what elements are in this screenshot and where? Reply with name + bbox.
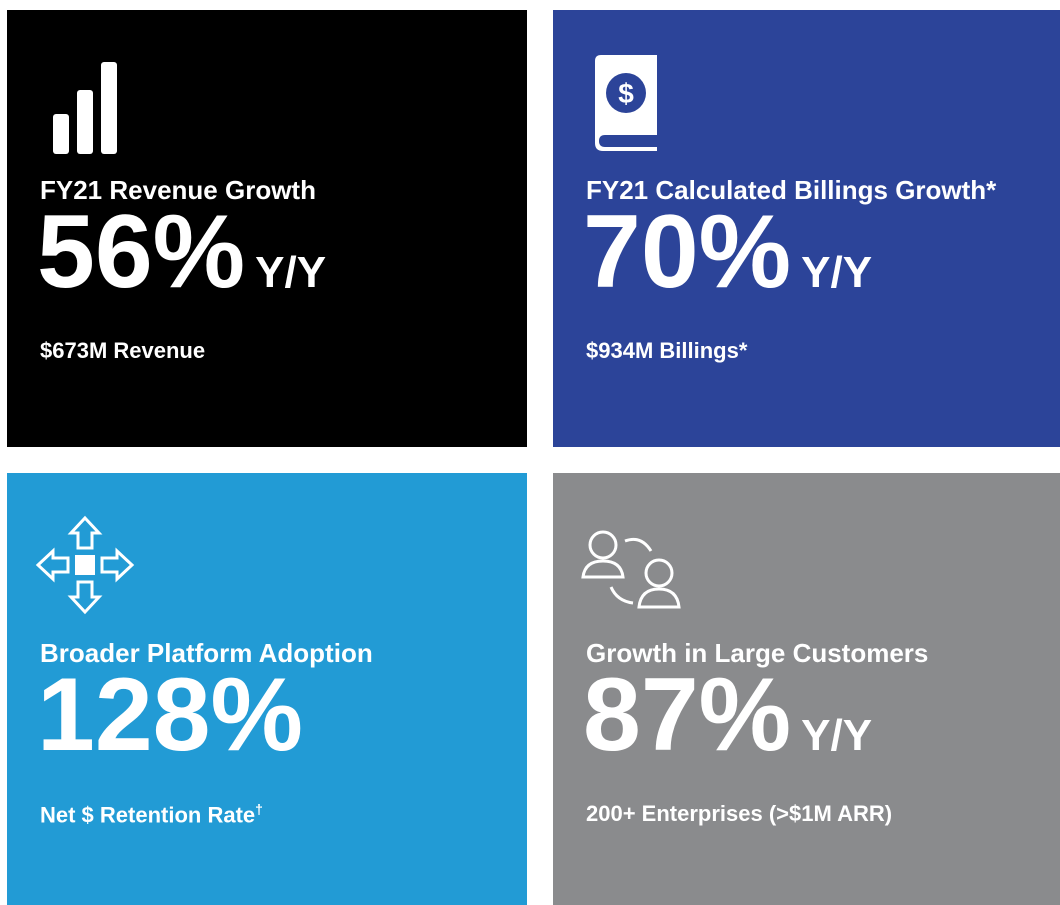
tile-subtitle: $934M Billings*: [586, 338, 748, 363]
metric: 70% Y/Y: [583, 200, 872, 304]
metric-value: 128%: [37, 657, 303, 773]
arrows-icon: [35, 515, 135, 615]
metric-suffix: Y/Y: [801, 711, 873, 760]
metric: 128%: [37, 663, 303, 767]
subtitle-text: Net $ Retention Rate: [40, 802, 256, 828]
svg-text:$: $: [618, 78, 634, 109]
tile-title: Growth in Large Customers: [586, 638, 929, 668]
tile-subtitle: $673M Revenue: [40, 338, 206, 363]
metric: 87% Y/Y: [583, 663, 872, 767]
tile-title: FY21 Calculated Billings Growth*: [586, 175, 997, 205]
customers-icon: [581, 530, 681, 609]
metric: 56% Y/Y: [37, 200, 326, 304]
tile: $ FY21 Calculated Billings Growth* 70% Y/…: [553, 10, 1060, 447]
tile-subtitle: Net $ Retention Rate†: [40, 801, 263, 828]
tile-title: Broader Platform Adoption: [40, 638, 373, 668]
tile: Broader Platform Adoption 128% Net $ Ret…: [7, 473, 527, 905]
footnote-mark: †: [255, 801, 263, 817]
bar-chart-icon: [53, 62, 117, 154]
tile-subtitle: 200+ Enterprises (>$1M ARR): [586, 801, 893, 826]
metric-value: 87%: [583, 657, 792, 773]
tile: FY21 Revenue Growth 56% Y/Y $673M Revenue: [7, 10, 527, 447]
metric-suffix: Y/Y: [801, 248, 873, 297]
metric-value: 70%: [583, 194, 792, 310]
tile: Growth in Large Customers 87% Y/Y 200+ En…: [553, 473, 1060, 905]
metric-value: 56%: [37, 194, 246, 310]
tile-title: FY21 Revenue Growth: [40, 175, 316, 205]
metric-suffix: Y/Y: [255, 248, 327, 297]
billing-book-icon: $: [595, 55, 657, 151]
